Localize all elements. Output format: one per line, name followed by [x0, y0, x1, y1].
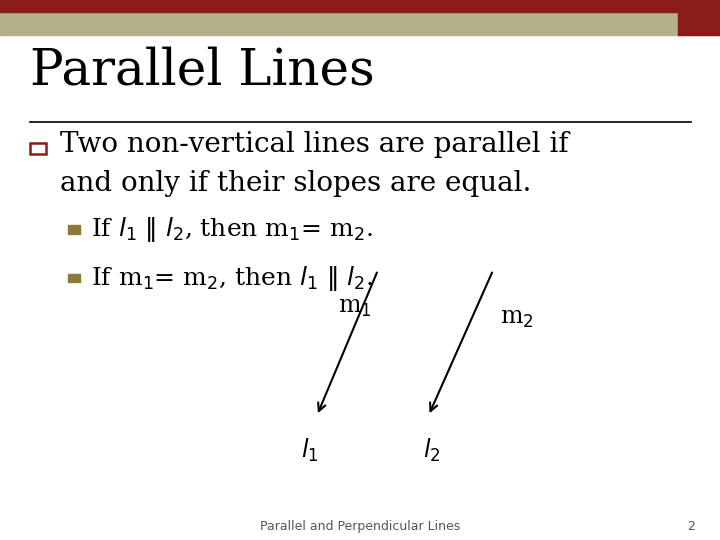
Text: Two non-vertical lines are parallel if: Two non-vertical lines are parallel if: [60, 131, 570, 158]
Text: If m$_1$= m$_2$, then $\mathit{l}_1$ $\|$ $\mathit{l}_2$.: If m$_1$= m$_2$, then $\mathit{l}_1$ $\|…: [91, 264, 373, 293]
Text: Parallel Lines: Parallel Lines: [30, 46, 375, 96]
Text: 2: 2: [687, 520, 695, 533]
Text: Parallel and Perpendicular Lines: Parallel and Perpendicular Lines: [260, 520, 460, 533]
Text: and only if their slopes are equal.: and only if their slopes are equal.: [60, 170, 532, 197]
Text: m$_2$: m$_2$: [500, 307, 534, 330]
Bar: [30, 143, 46, 154]
Text: If $\mathit{l}_1$ $\|$ $\mathit{l}_2$, then m$_1$= m$_2$.: If $\mathit{l}_1$ $\|$ $\mathit{l}_2$, t…: [91, 215, 373, 244]
Text: m$_1$: m$_1$: [338, 296, 372, 319]
Text: $\mathit{l}_1$: $\mathit{l}_1$: [301, 437, 318, 464]
Bar: [0, 0, 720, 12]
Text: $\mathit{l}_2$: $\mathit{l}_2$: [423, 437, 441, 464]
Bar: [68, 225, 80, 234]
Bar: [0, 12, 720, 35]
Bar: [678, 12, 720, 35]
Bar: [68, 274, 80, 282]
